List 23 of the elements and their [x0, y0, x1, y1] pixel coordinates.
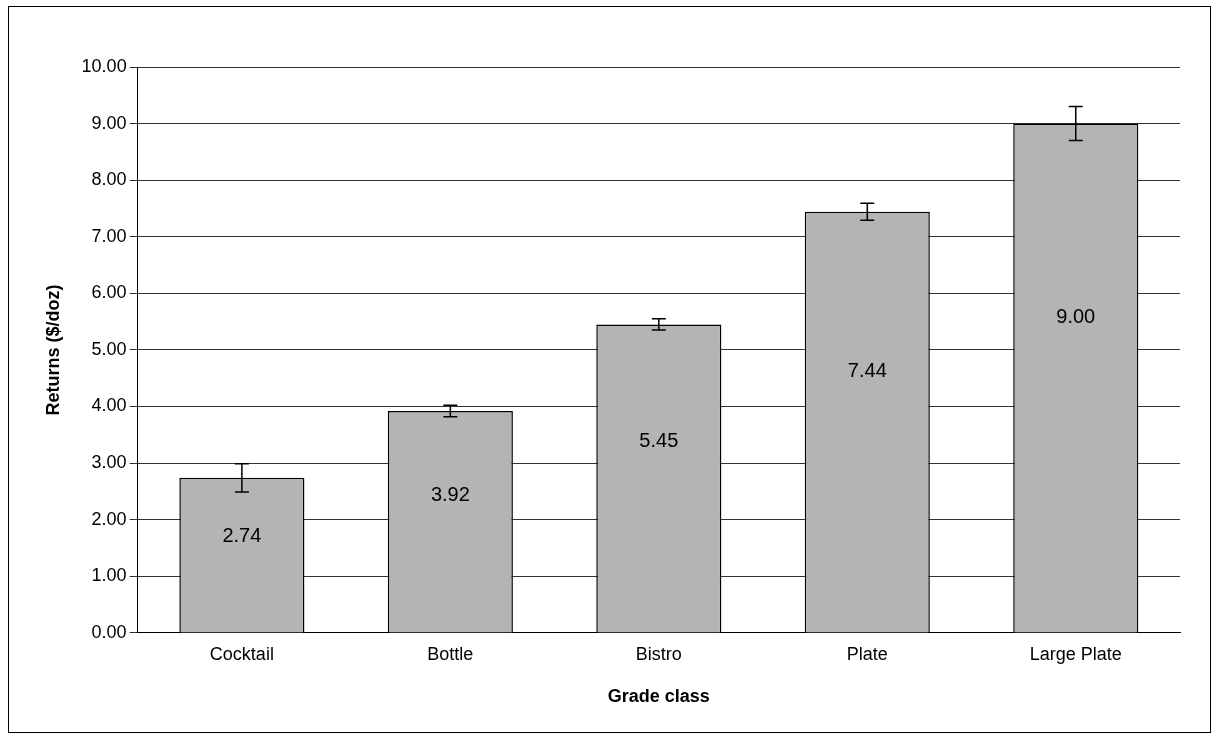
x-tick-label: Cocktail — [209, 643, 274, 664]
x-tick-label: Large Plate — [1029, 643, 1122, 664]
data-label: 3.92 — [430, 482, 470, 505]
y-tick-label: 6.00 — [91, 282, 127, 303]
data-label: 2.74 — [222, 524, 262, 547]
y-tick-label: 7.00 — [91, 225, 127, 246]
data-label: 5.45 — [639, 429, 679, 452]
y-tick-label: 2.00 — [91, 508, 127, 529]
y-tick-label: 8.00 — [91, 169, 127, 190]
data-label: 9.00 — [1056, 304, 1096, 327]
x-tick-label: Bistro — [635, 643, 682, 664]
y-tick-label: 5.00 — [91, 338, 127, 359]
y-tick-label: 4.00 — [91, 395, 127, 416]
x-axis-title: Grade class — [607, 686, 710, 707]
y-tick-label: 9.00 — [91, 112, 127, 133]
x-tick-label: Bottle — [427, 643, 474, 664]
x-tick-label: Plate — [846, 643, 888, 664]
y-tick-label: 0.00 — [91, 621, 127, 642]
y-axis-title: Returns ($/doz) — [42, 284, 63, 416]
y-tick-label: 3.00 — [91, 452, 127, 473]
y-tick-label: 1.00 — [91, 565, 127, 586]
data-label: 7.44 — [847, 359, 887, 382]
y-tick-label: 10.00 — [81, 55, 127, 76]
